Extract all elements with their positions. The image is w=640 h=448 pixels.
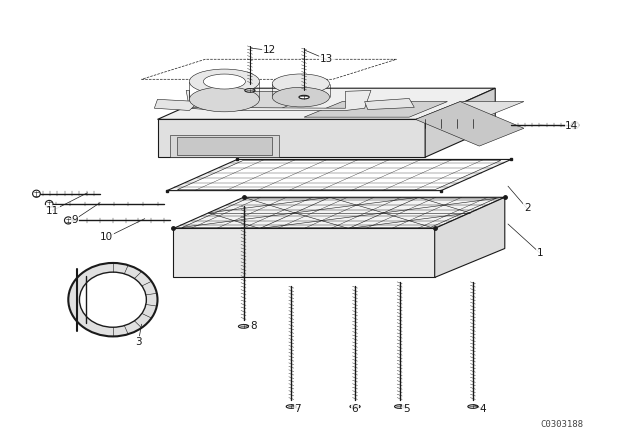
Ellipse shape xyxy=(68,263,157,336)
Text: 4: 4 xyxy=(479,404,486,414)
Text: 6: 6 xyxy=(352,404,358,414)
Polygon shape xyxy=(304,102,447,117)
Ellipse shape xyxy=(45,200,53,207)
Ellipse shape xyxy=(299,95,309,99)
Text: 2: 2 xyxy=(524,203,531,213)
Text: 14: 14 xyxy=(565,121,579,131)
Text: 5: 5 xyxy=(403,404,410,414)
Text: 8: 8 xyxy=(250,321,257,332)
Text: 10: 10 xyxy=(100,233,113,242)
Polygon shape xyxy=(435,197,505,277)
Polygon shape xyxy=(154,99,199,111)
Text: 12: 12 xyxy=(262,45,276,56)
Polygon shape xyxy=(177,91,323,108)
Polygon shape xyxy=(177,160,501,190)
Ellipse shape xyxy=(65,217,72,224)
Polygon shape xyxy=(365,99,414,110)
Polygon shape xyxy=(170,135,278,157)
Ellipse shape xyxy=(189,87,259,112)
Ellipse shape xyxy=(189,69,259,94)
Ellipse shape xyxy=(245,89,255,92)
Ellipse shape xyxy=(350,405,360,408)
Ellipse shape xyxy=(79,272,147,327)
Text: 13: 13 xyxy=(320,54,333,64)
Text: 7: 7 xyxy=(294,404,301,414)
Text: 11: 11 xyxy=(45,206,59,215)
Polygon shape xyxy=(425,88,495,157)
Polygon shape xyxy=(157,119,425,157)
Ellipse shape xyxy=(468,405,478,408)
Ellipse shape xyxy=(204,74,246,89)
Ellipse shape xyxy=(394,405,404,408)
Text: 3: 3 xyxy=(135,337,141,347)
Polygon shape xyxy=(177,137,272,155)
Polygon shape xyxy=(173,197,505,228)
Polygon shape xyxy=(157,88,495,119)
Ellipse shape xyxy=(272,87,330,107)
Ellipse shape xyxy=(286,405,296,408)
Polygon shape xyxy=(415,102,524,119)
Polygon shape xyxy=(173,228,435,277)
Polygon shape xyxy=(167,159,511,190)
Polygon shape xyxy=(415,102,524,146)
Ellipse shape xyxy=(571,121,579,129)
Text: C0303188: C0303188 xyxy=(541,420,584,429)
Text: 1: 1 xyxy=(536,248,543,258)
Text: 9: 9 xyxy=(71,215,78,224)
Ellipse shape xyxy=(272,74,330,94)
Ellipse shape xyxy=(33,190,40,197)
Ellipse shape xyxy=(239,325,248,328)
Polygon shape xyxy=(186,90,371,111)
